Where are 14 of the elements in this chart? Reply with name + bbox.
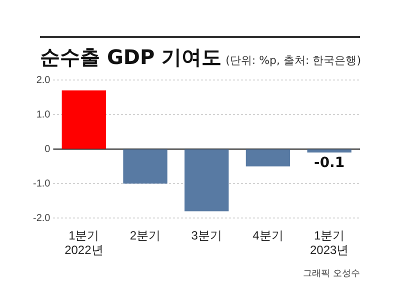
x-tick-label: 3분기	[191, 228, 222, 243]
data-label: -0.1	[314, 155, 345, 172]
y-tick-label: 0	[44, 144, 51, 155]
text: 그래픽 오성수	[303, 268, 360, 280]
x-tick-label: 2분기	[130, 228, 161, 243]
y-tick-label: -1.0	[32, 178, 51, 190]
x-tick-label: 1분기 2023년	[310, 228, 349, 258]
y-tick-label: -2.0	[32, 212, 51, 224]
x-tick-label: 4분기	[252, 228, 284, 243]
y-tick-label: 2.0	[36, 74, 51, 86]
chart-subtitle: (단위: %p, 출처: 한국은행)	[226, 54, 362, 67]
chart-title: 순수출 GDP 기여도	[40, 45, 222, 69]
x-tick-label: 1분기 2022년	[64, 228, 104, 258]
y-tick-label: 1.0	[36, 109, 51, 120]
